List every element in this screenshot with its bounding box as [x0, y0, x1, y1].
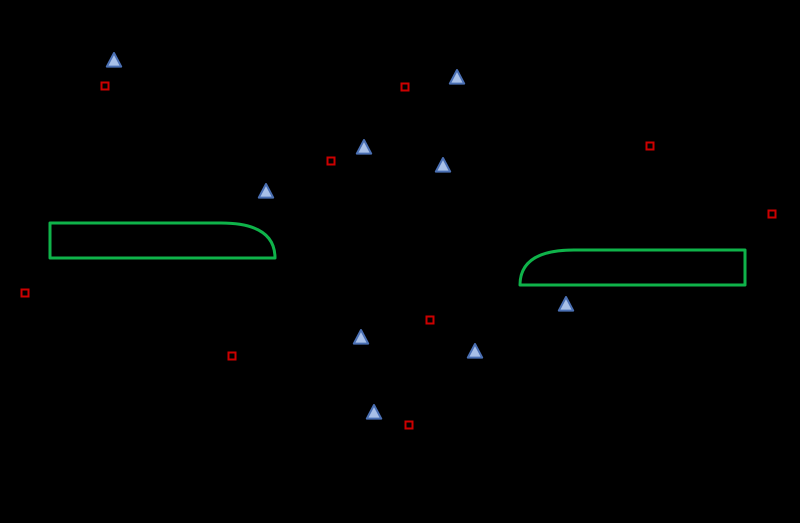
chart-canvas	[0, 0, 800, 523]
chart-background	[0, 0, 800, 523]
